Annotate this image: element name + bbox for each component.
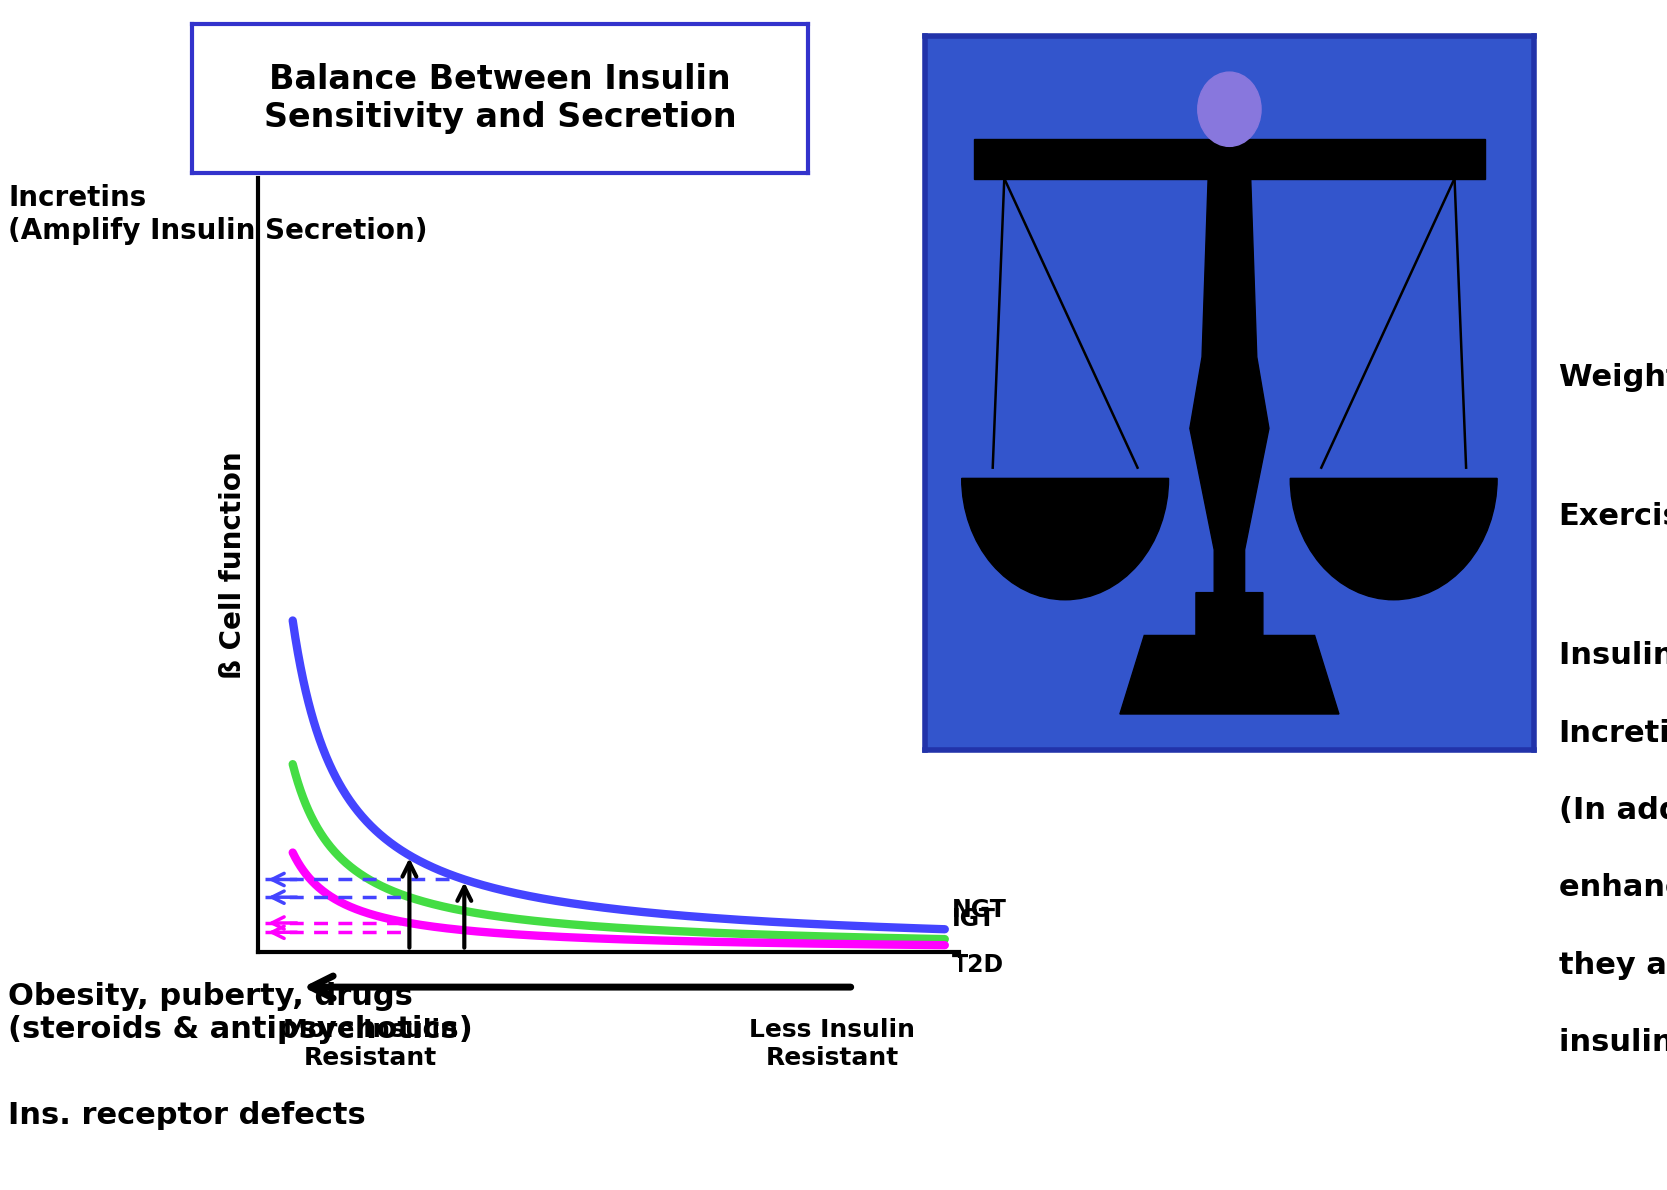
Text: Incretins: Incretins — [1559, 719, 1667, 747]
Text: Ins. receptor defects: Ins. receptor defects — [8, 1101, 367, 1129]
Text: More Insulin
Resistant: More Insulin Resistant — [283, 1017, 458, 1070]
Text: IGT: IGT — [952, 907, 995, 932]
Circle shape — [1199, 73, 1260, 146]
Bar — [974, 139, 1485, 178]
Text: Insulin sensitizers: Insulin sensitizers — [1559, 641, 1667, 670]
Text: T2D: T2D — [952, 953, 1004, 977]
Polygon shape — [1120, 635, 1339, 714]
Wedge shape — [1290, 478, 1497, 600]
Polygon shape — [1190, 178, 1269, 635]
Text: insulin sensitivity): insulin sensitivity) — [1559, 1028, 1667, 1057]
Text: Less Insulin
Resistant: Less Insulin Resistant — [750, 1017, 915, 1070]
Text: NGT: NGT — [952, 897, 1007, 921]
Text: Obesity, puberty, drugs
(steroids & antipsychotics): Obesity, puberty, drugs (steroids & anti… — [8, 982, 473, 1045]
Text: Balance Between Insulin
Sensitivity and Secretion: Balance Between Insulin Sensitivity and … — [263, 63, 737, 133]
Y-axis label: ß Cell function: ß Cell function — [220, 451, 247, 679]
Text: (In addition to: (In addition to — [1559, 796, 1667, 825]
Wedge shape — [962, 478, 1169, 600]
Text: Weight reduction: Weight reduction — [1559, 363, 1667, 392]
Text: Incretins
(Amplify Insulin Secretion): Incretins (Amplify Insulin Secretion) — [8, 184, 428, 245]
Text: enhancing secretion,: enhancing secretion, — [1559, 873, 1667, 902]
Text: they also increase: they also increase — [1559, 951, 1667, 979]
Text: Exercise: Exercise — [1559, 502, 1667, 531]
